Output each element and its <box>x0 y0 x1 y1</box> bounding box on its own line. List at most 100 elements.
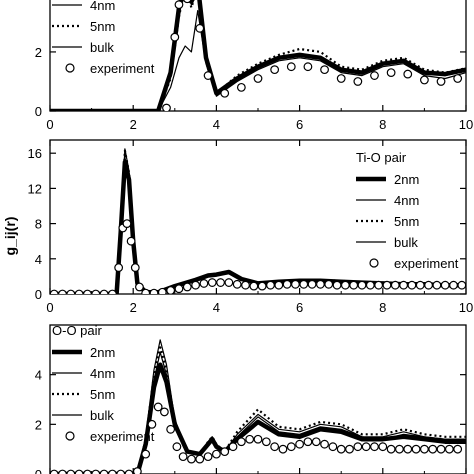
experiment-point <box>232 279 242 289</box>
y-tick-label: 4 <box>35 368 42 383</box>
series-main-line <box>50 0 466 111</box>
experiment-point <box>357 280 367 290</box>
legend-label: 2nm <box>394 172 419 187</box>
experiment-point <box>178 452 188 462</box>
experiment-point <box>236 82 246 92</box>
experiment-point <box>370 442 379 452</box>
experiment-point <box>253 434 263 444</box>
experiment-point <box>395 444 404 454</box>
series-5nm-line <box>50 0 466 111</box>
experiment-point <box>99 289 109 294</box>
experiment-point <box>174 0 184 10</box>
experiment-point <box>361 442 371 452</box>
legend: Ti-O pair 2nm 4nm 5nm bulk experiment <box>356 150 459 271</box>
shared-ylabel: g_ij(r) <box>2 217 18 256</box>
x-tick-label: 4 <box>213 117 220 132</box>
experiment-point <box>320 439 329 449</box>
experiment-point <box>340 280 350 290</box>
experiment-point <box>203 452 213 462</box>
legend-label: 5nm <box>90 387 115 402</box>
y-tick-label: 4 <box>35 252 42 267</box>
x-tick-label: 10 <box>459 117 473 132</box>
legend-label: 4nm <box>90 366 115 381</box>
experiment-point <box>353 442 363 452</box>
experiment-point <box>207 278 217 287</box>
legend-marker <box>369 258 379 268</box>
experiment-point <box>453 444 463 454</box>
experiment-point <box>236 437 246 447</box>
y-tick-label: 0 <box>35 104 42 119</box>
x-tick-label: 2 <box>130 117 137 132</box>
experiment-point <box>411 444 421 454</box>
experiment-point <box>83 469 92 474</box>
experiment-point <box>191 280 201 290</box>
panel-1: 0 2 4 6 8 10 0 2 4nm 5nm bulk experiment <box>35 0 473 132</box>
experiment-point <box>116 469 126 474</box>
plot-area <box>50 339 466 474</box>
experiment-point <box>286 62 296 72</box>
legend-label: experiment <box>90 61 155 76</box>
experiment-point <box>432 280 442 290</box>
experiment-point <box>307 279 317 289</box>
legend-title: Ti-O pair <box>356 150 407 165</box>
shared-ylabel-text: g_ij(r) <box>2 217 18 256</box>
legend-label: 4nm <box>394 193 419 208</box>
experiment-point <box>449 280 458 290</box>
experiment-point <box>303 62 313 72</box>
experiment-point <box>249 281 259 291</box>
experiment-point <box>316 279 325 289</box>
experiment-point <box>108 289 117 294</box>
y-tick-label: 8 <box>35 217 42 232</box>
experiment-point <box>166 424 176 434</box>
experiment-point <box>172 442 182 452</box>
experiment-point <box>141 288 151 294</box>
experiment-point <box>311 437 321 447</box>
series-4nm-line <box>50 339 466 474</box>
experiment-point <box>291 279 300 289</box>
legend: 4nm 5nm bulk experiment <box>52 0 155 76</box>
plot-area <box>50 0 466 111</box>
y-tick-label: 16 <box>28 146 42 161</box>
experiment-point <box>270 442 280 452</box>
experiment-point <box>253 74 263 83</box>
experiment-point <box>159 407 169 417</box>
experiment-point <box>91 469 101 474</box>
experiment-point <box>99 469 109 474</box>
panel-frame <box>49 0 467 112</box>
legend-label: bulk <box>90 40 114 55</box>
experiment-point <box>436 77 446 86</box>
experiment-point <box>228 442 238 452</box>
legend-marker <box>65 431 75 441</box>
experiment-point <box>162 103 171 111</box>
experiment-point <box>390 280 400 290</box>
experiment-point <box>328 442 338 452</box>
experiment-point <box>457 280 466 290</box>
experiment-point <box>216 278 225 287</box>
experiment-point <box>83 289 92 294</box>
experiment-point <box>424 280 433 290</box>
x-tick-label: 6 <box>296 117 303 132</box>
experiment-point <box>295 439 305 449</box>
experiment-point <box>91 289 101 294</box>
experiment-point <box>257 281 267 291</box>
experiment-point <box>147 419 157 429</box>
experiment-point <box>336 74 346 83</box>
experiment-point <box>58 289 67 294</box>
experiment-point <box>126 236 136 246</box>
experiment-point <box>122 219 132 229</box>
experiment-point <box>353 77 363 86</box>
experiment-point <box>282 279 292 289</box>
series-5nm-line <box>50 346 466 474</box>
legend: O-O pair 2nm 4nm 5nm bulk experiment <box>52 323 155 444</box>
experiment-point <box>241 280 250 290</box>
x-tick-label: 0 <box>46 300 53 315</box>
experiment-point <box>245 434 255 444</box>
experiment-point <box>211 449 221 459</box>
experiment-point <box>195 454 205 464</box>
panel-2: 0 2 4 6 8 10 0 4 8 12 16 Ti-O pair 2nm 4nm 5nm bulk expe… <box>28 139 473 315</box>
experiment-point <box>58 469 67 474</box>
experiment-point <box>261 437 271 447</box>
legend-label: bulk <box>394 235 418 250</box>
experiment-point <box>182 282 192 292</box>
